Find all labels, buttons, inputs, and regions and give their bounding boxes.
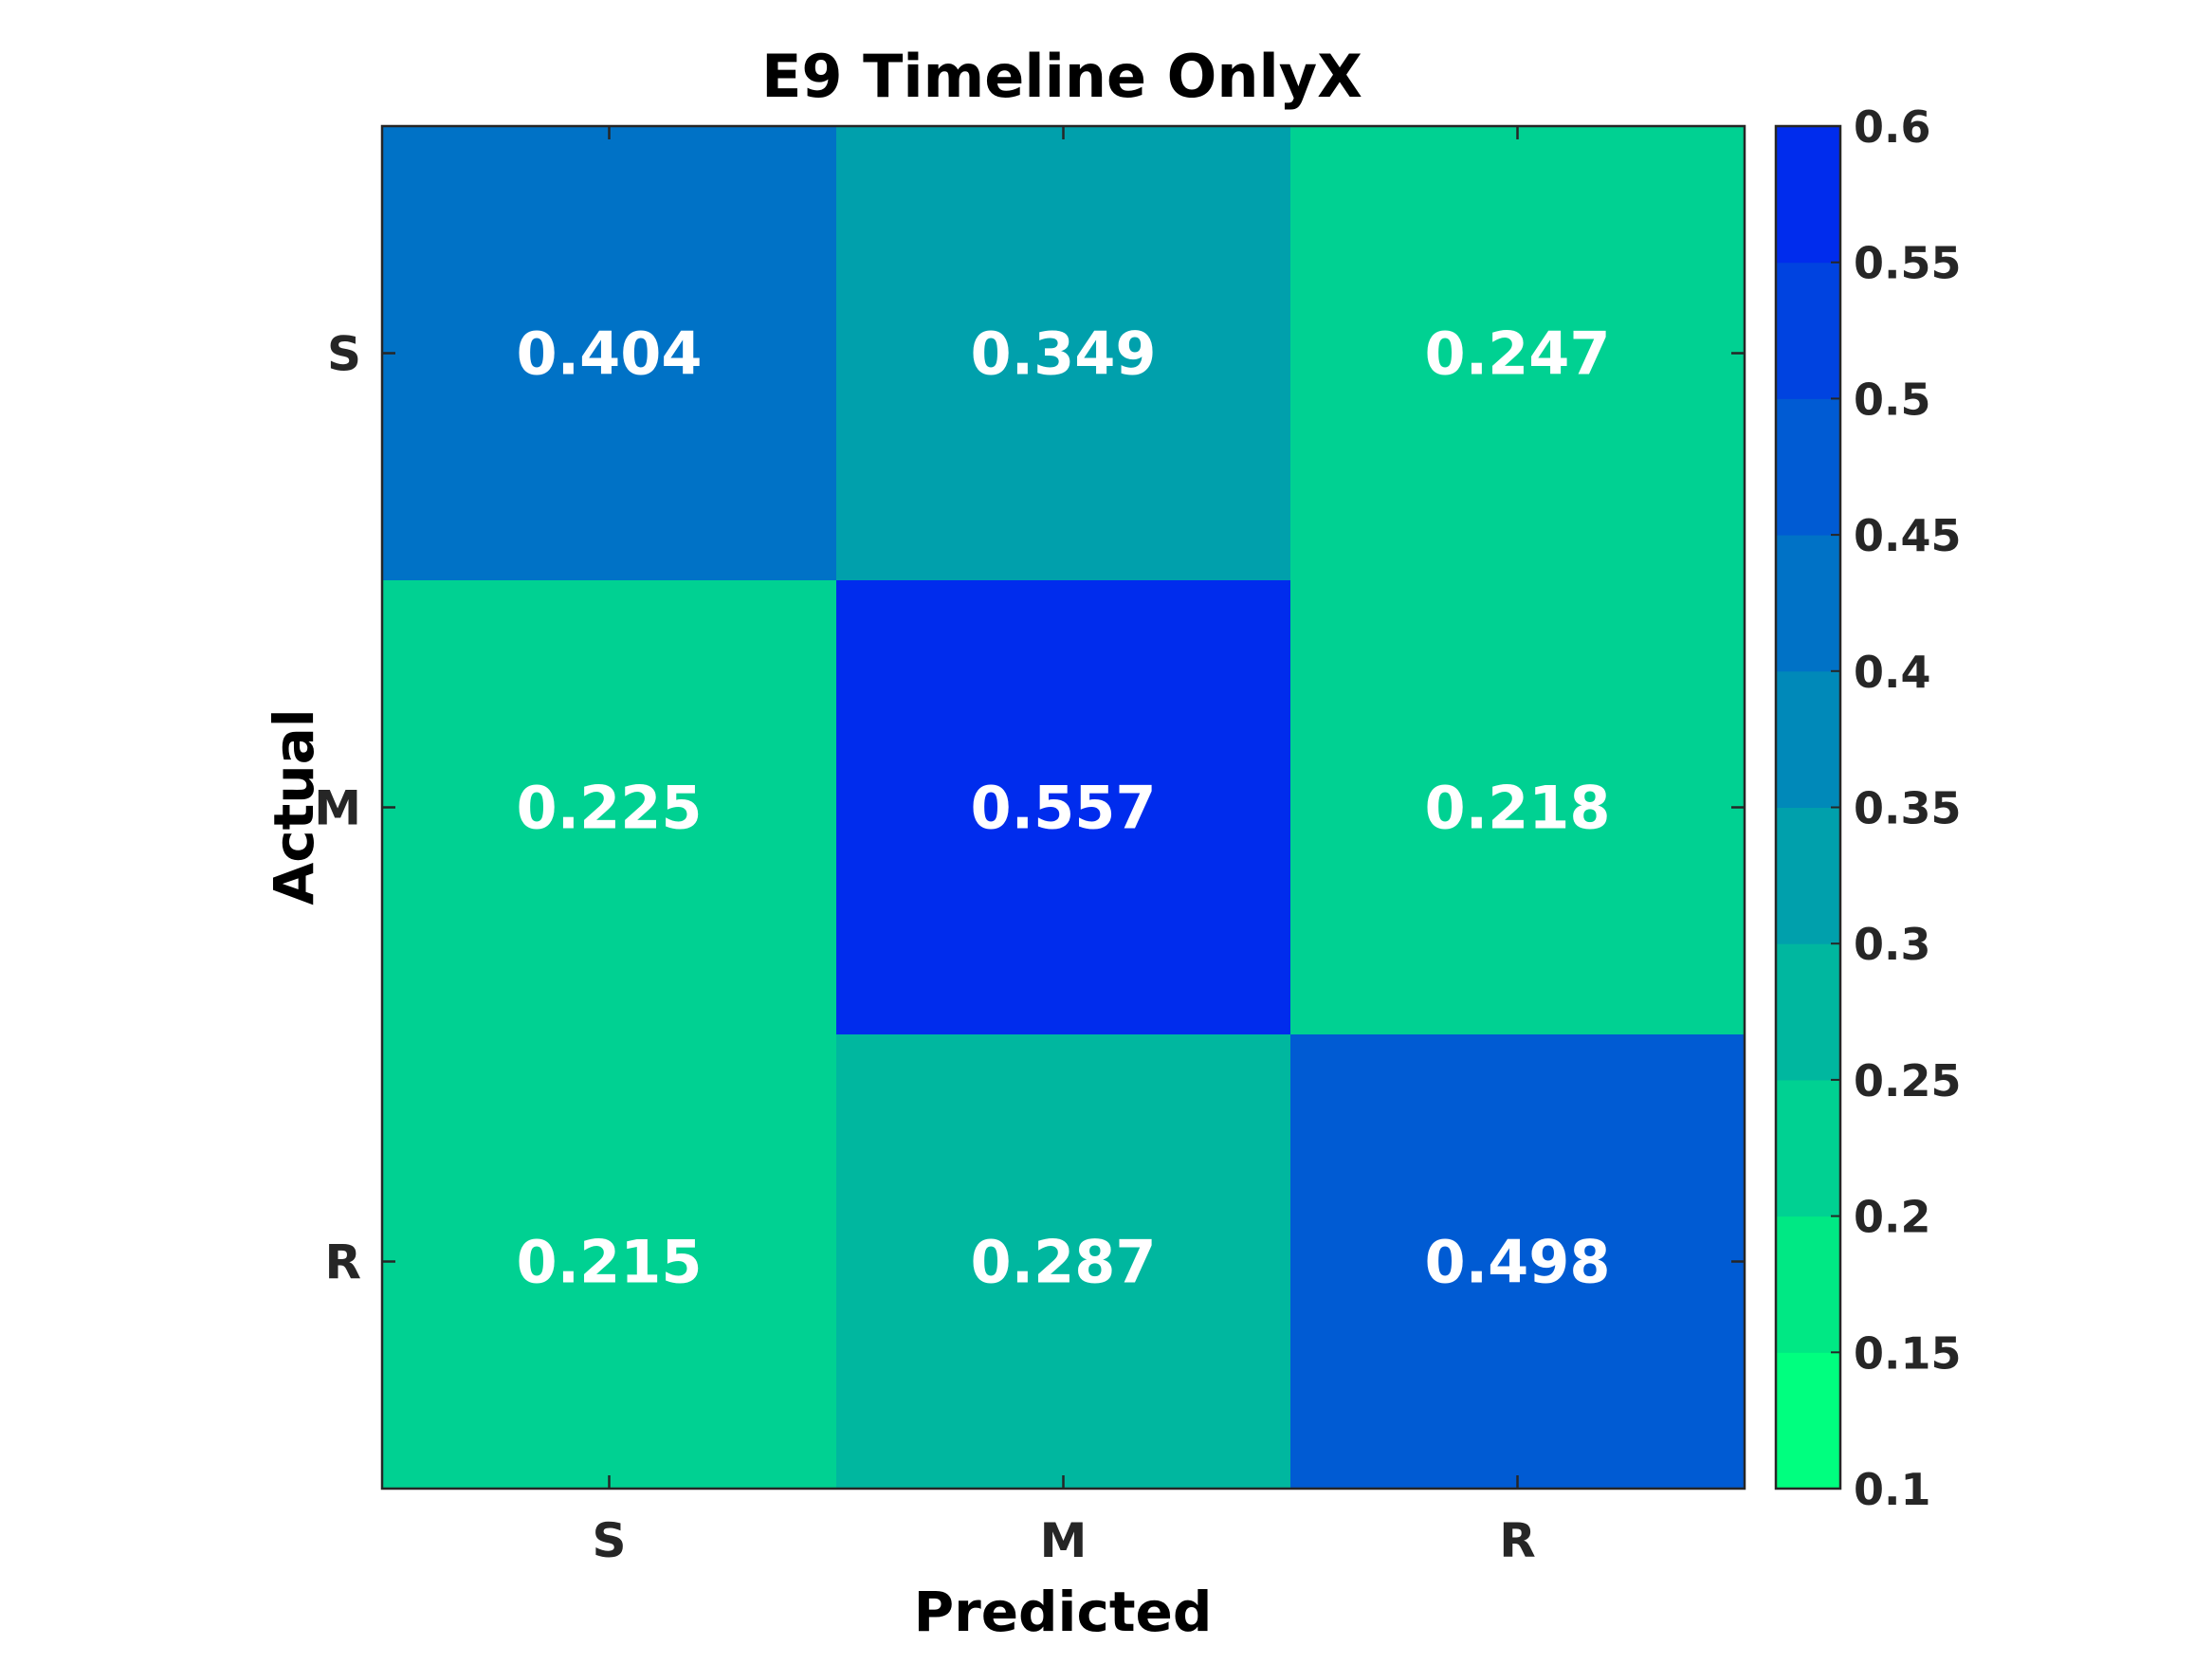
heatmap-cell-M-M [836, 580, 1291, 1035]
y-tick-label: S [327, 327, 361, 382]
colorbar: 0.1 0.15 0.2 0.25 0.3 0.35 0.4 0.45 0.5 0.55 0.6 [1774, 101, 1962, 1515]
colorbar-tick-label: 0.4 [1854, 647, 1931, 698]
colorbar-segment [1776, 1352, 1840, 1490]
y-tick-label: R [324, 1235, 361, 1290]
colorbar-segment [1776, 1216, 1840, 1353]
colorbar-segment [1776, 807, 1840, 944]
colorbar-tick-label: 0.15 [1854, 1327, 1962, 1379]
heatmap-cell-S-R [1290, 126, 1746, 581]
colorbar-segment [1776, 535, 1840, 672]
colorbar-tick-label: 0.55 [1854, 238, 1962, 289]
cell-value-label: 0.498 [1424, 1228, 1610, 1297]
colorbar-tick-label: 0.5 [1854, 374, 1931, 425]
colorbar-segment [1776, 670, 1840, 808]
colorbar-segment [1776, 126, 1840, 264]
x-axis-label: Predicted [914, 1580, 1213, 1644]
colorbar-tick-label: 0.1 [1854, 1464, 1931, 1515]
heatmap-cell-R-S [382, 1034, 837, 1490]
axis-ticks [382, 126, 1745, 1489]
colorbar-segment [1776, 398, 1840, 536]
heatmap-cell-S-M [836, 126, 1291, 581]
y-tick-label: M [314, 781, 361, 836]
colorbar-tick-label: 0.35 [1854, 783, 1962, 834]
cell-value-label: 0.557 [970, 774, 1156, 843]
colorbar-segment [1776, 1079, 1840, 1217]
y-axis-label: Actual [262, 708, 326, 905]
colorbar-tick-label: 0.2 [1854, 1192, 1931, 1243]
cell-value-label: 0.349 [970, 320, 1156, 389]
cell-value-label: 0.247 [1424, 320, 1610, 389]
cell-value-label: 0.215 [516, 1228, 702, 1297]
colorbar-tick-label: 0.3 [1854, 919, 1931, 970]
cell-value-label: 0.287 [970, 1228, 1156, 1297]
cell-value-label: 0.218 [1424, 774, 1610, 843]
colorbar-tick-label: 0.45 [1854, 510, 1962, 561]
heatmap-cell-R-M [836, 1034, 1291, 1490]
x-tick-label: R [1499, 1513, 1536, 1568]
cell-value-label: 0.404 [516, 320, 702, 389]
colorbar-segment [1776, 262, 1840, 399]
colorbar-tick-label: 0.6 [1854, 101, 1931, 153]
cell-value-label: 0.225 [516, 774, 702, 843]
y-tick-labels: S M R [314, 327, 361, 1290]
heatmap-cell-M-R [1290, 580, 1746, 1035]
colorbar-segment [1776, 943, 1840, 1081]
colorbar-tick-label: 0.25 [1854, 1055, 1962, 1106]
heatmap-cell-S-S [382, 126, 837, 581]
x-tick-label: M [1040, 1513, 1088, 1568]
heatmap-cells: 0.404 0.349 0.247 0.225 0.557 0.218 0.215 0.287… [382, 126, 1746, 1490]
x-tick-label: S [592, 1513, 626, 1568]
heatmap-cell-M-S [382, 580, 837, 1035]
heatmap-cell-R-R [1290, 1034, 1746, 1490]
chart-title: E9 Timeline OnlyX [761, 42, 1362, 111]
